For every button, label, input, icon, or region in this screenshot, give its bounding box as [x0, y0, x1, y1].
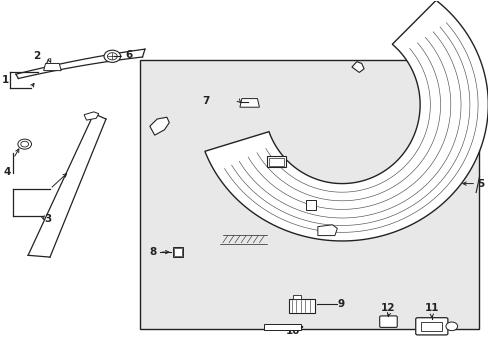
FancyBboxPatch shape: [415, 318, 447, 335]
Polygon shape: [240, 99, 259, 107]
Bar: [293, 296, 300, 299]
Bar: [268, 158, 283, 166]
Bar: [266, 156, 285, 167]
Text: 2: 2: [33, 50, 40, 60]
Bar: [420, 321, 441, 331]
Text: 12: 12: [381, 303, 395, 314]
Polygon shape: [84, 112, 99, 120]
Circle shape: [445, 322, 457, 330]
Polygon shape: [351, 62, 364, 72]
Text: 11: 11: [424, 303, 438, 314]
Circle shape: [18, 139, 31, 149]
Polygon shape: [43, 63, 61, 71]
Text: 8: 8: [149, 247, 157, 257]
Text: 5: 5: [476, 179, 483, 189]
Text: 9: 9: [337, 300, 344, 310]
Bar: [140, 60, 478, 329]
Text: 4: 4: [4, 167, 11, 177]
Bar: [288, 299, 315, 314]
Polygon shape: [149, 117, 169, 135]
Polygon shape: [204, 0, 488, 241]
Circle shape: [107, 53, 117, 60]
Circle shape: [104, 50, 121, 62]
Text: 3: 3: [44, 214, 51, 224]
Circle shape: [20, 141, 28, 147]
Text: 1: 1: [1, 75, 9, 85]
Text: 10: 10: [285, 326, 300, 336]
Bar: [305, 201, 316, 211]
FancyBboxPatch shape: [379, 316, 396, 327]
Polygon shape: [317, 225, 337, 235]
Text: 6: 6: [125, 50, 133, 60]
Bar: [174, 248, 182, 256]
Text: 7: 7: [202, 96, 209, 106]
Bar: [264, 324, 300, 329]
Bar: [172, 247, 183, 257]
